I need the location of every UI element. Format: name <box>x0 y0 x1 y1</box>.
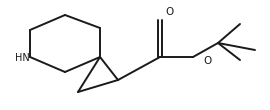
Text: O: O <box>166 7 174 17</box>
Text: O: O <box>203 56 211 66</box>
Text: HN: HN <box>15 53 29 63</box>
